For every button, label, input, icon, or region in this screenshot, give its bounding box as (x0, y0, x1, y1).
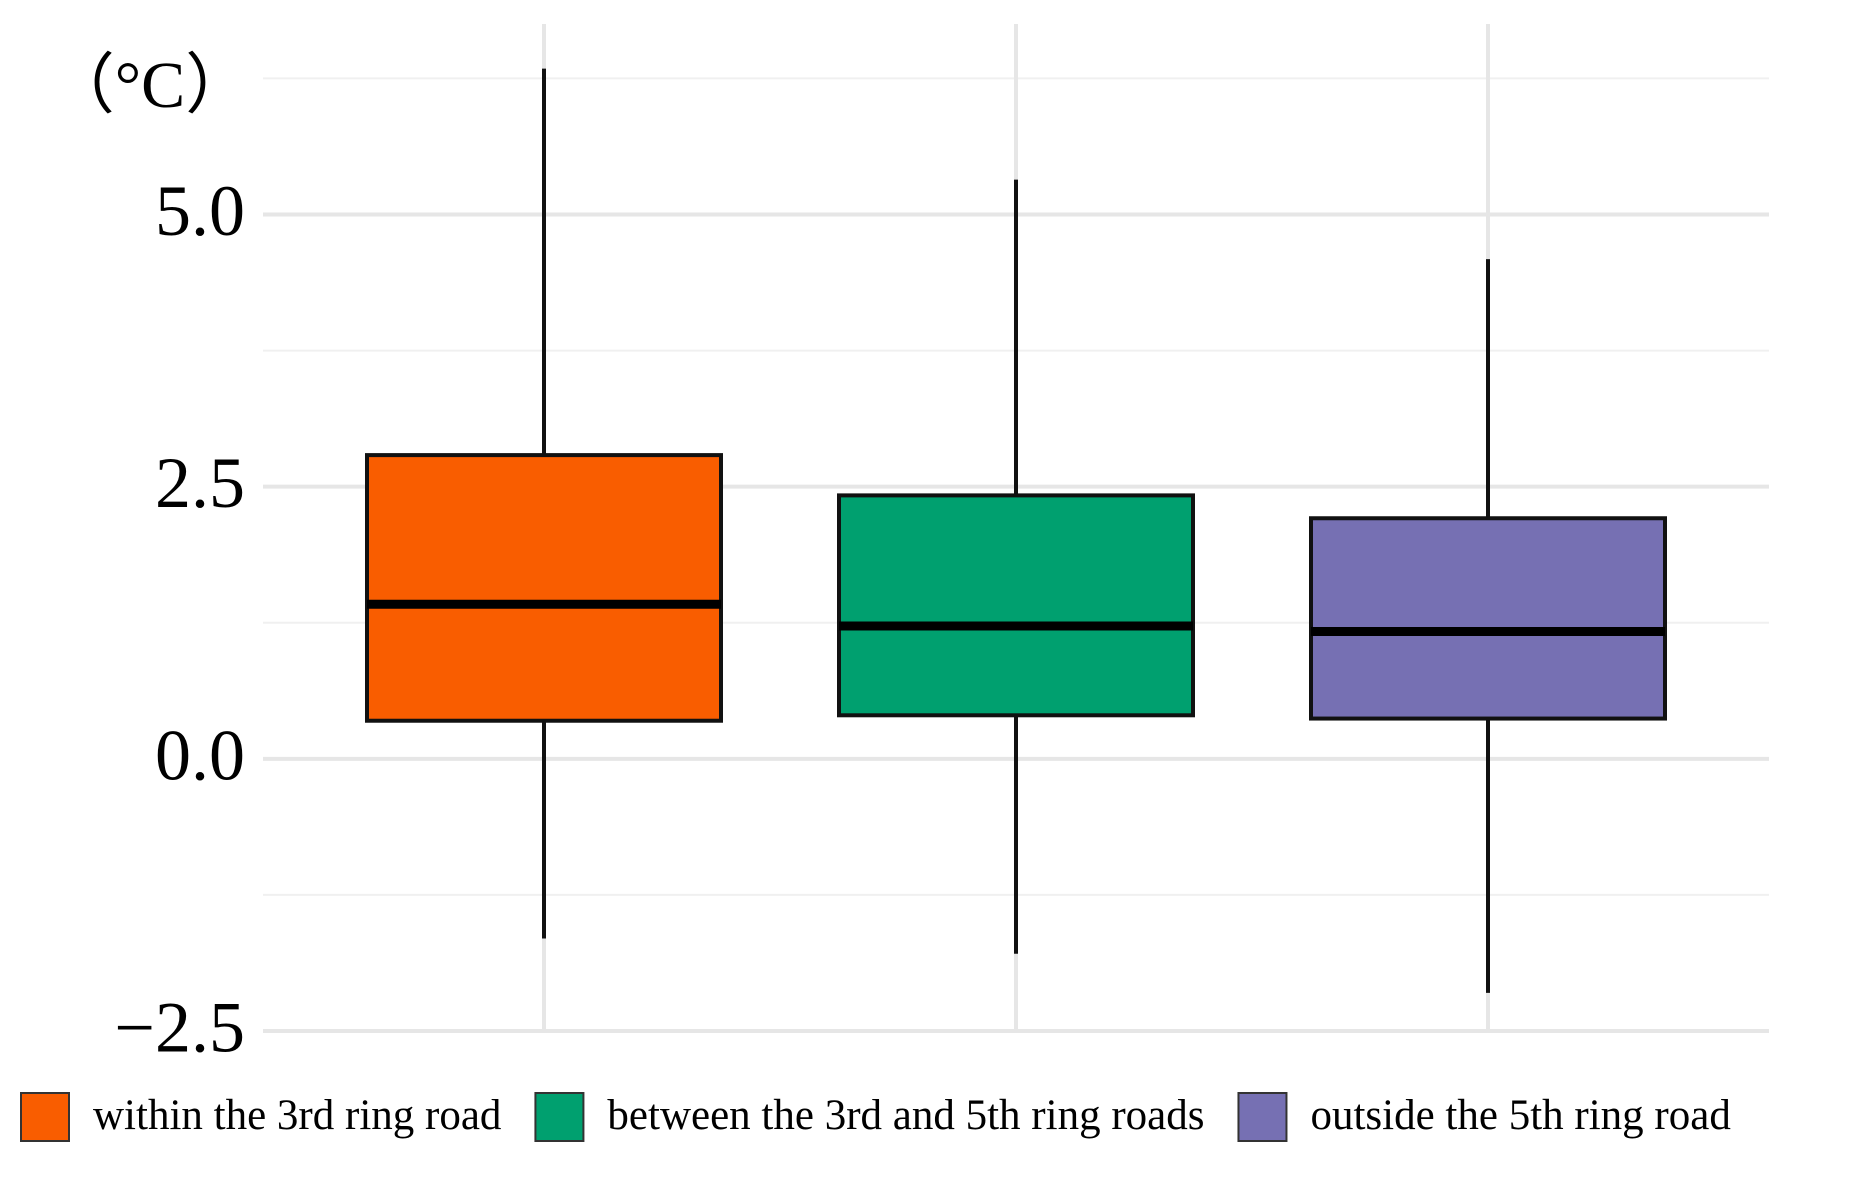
y-unit-label: （°C） (49, 49, 251, 122)
y-tick-label: −2.5 (114, 988, 245, 1068)
legend-swatch (534, 1092, 585, 1142)
legend-label: outside the 5th ring road (1310, 1092, 1730, 1139)
y-tick-label: 0.0 (155, 715, 245, 795)
legend-swatch (20, 1092, 70, 1142)
legend-swatch (1237, 1092, 1288, 1142)
y-tick-label: 5.0 (155, 171, 245, 251)
legend-label: between the 3rd and 5th ring roads (607, 1092, 1204, 1139)
box (365, 453, 723, 723)
legend-label: within the 3rd ring road (93, 1092, 501, 1139)
y-tick-label: 2.5 (155, 443, 245, 523)
box (1309, 516, 1667, 721)
box (837, 493, 1195, 718)
